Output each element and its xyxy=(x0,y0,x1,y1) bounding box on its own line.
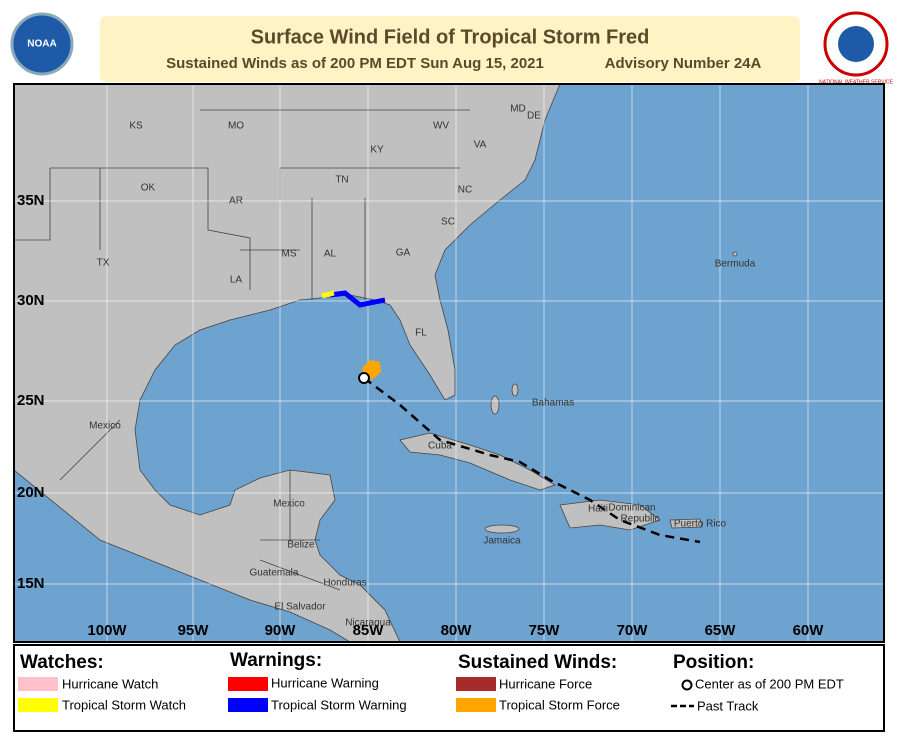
subtitle: Sustained Winds as of 200 PM EDT Sun Aug… xyxy=(166,55,544,72)
land xyxy=(13,83,738,643)
place-label: Haiti xyxy=(588,504,608,515)
longitude-label: 65W xyxy=(705,622,737,639)
longitude-label: 85W xyxy=(353,622,385,639)
swatch xyxy=(456,677,496,691)
place-label: Puerto Rico xyxy=(674,519,727,530)
noaa-text: NOAA xyxy=(27,39,56,50)
place-label: Bermuda xyxy=(715,259,756,270)
storm-center xyxy=(358,372,370,384)
place-label: TN xyxy=(335,175,348,186)
legend-item: Tropical Storm Warning xyxy=(271,697,407,712)
place-label: MO xyxy=(228,121,244,132)
cuba xyxy=(399,432,556,491)
bermuda xyxy=(732,251,738,257)
title-banner xyxy=(100,16,800,82)
longitude-label: 95W xyxy=(178,622,210,639)
place-label: MD xyxy=(510,104,526,115)
swatch xyxy=(228,698,268,712)
longitude-label: 100W xyxy=(87,622,127,639)
advisory: Advisory Number 24A xyxy=(605,55,762,72)
place-label: Jamaica xyxy=(483,536,521,547)
place-label: Mexico xyxy=(89,421,121,432)
swatch xyxy=(18,698,58,712)
legend-item: Past Track xyxy=(697,698,759,713)
legend-heading: Position: xyxy=(673,652,754,673)
bahamas xyxy=(490,395,500,415)
legend-heading: Sustained Winds: xyxy=(458,652,617,673)
place-label: SC xyxy=(441,217,455,228)
legend-item: Hurricane Warning xyxy=(271,675,379,690)
longitude-label: 80W xyxy=(441,622,473,639)
map-frame xyxy=(13,83,885,643)
labels: 35N 30N 25N 20N 15N 100W 95W 90W 85W 80W 75W 70W 65W… xyxy=(17,104,824,639)
longitude-label: 75W xyxy=(529,622,561,639)
place-label: NC xyxy=(458,185,472,196)
place-label: KS xyxy=(129,121,143,132)
latitude-label: 30N xyxy=(17,292,45,309)
place-label: TX xyxy=(97,258,110,269)
swatch xyxy=(228,677,268,691)
latitude-label: 25N xyxy=(17,392,45,409)
place-label: Mexico xyxy=(273,499,305,510)
center-symbol xyxy=(681,679,693,691)
place-label: GA xyxy=(396,248,411,259)
puerto-rico xyxy=(669,518,703,529)
place-label: MS xyxy=(282,249,297,260)
hispaniola xyxy=(559,499,661,531)
mainland xyxy=(13,83,561,643)
place-label: El Salvador xyxy=(274,602,326,613)
place-label: VA xyxy=(474,140,487,151)
past-track xyxy=(363,377,701,544)
place-label: Honduras xyxy=(323,578,366,589)
legend-item: Tropical Storm Watch xyxy=(62,697,186,712)
place-label: Nicaragua xyxy=(345,618,391,629)
legend-item: Hurricane Watch xyxy=(62,676,158,691)
place-label: FL xyxy=(415,328,427,339)
place-label: Belize xyxy=(287,540,315,551)
legend xyxy=(13,644,885,732)
legend-item: Center as of 200 PM EDT xyxy=(695,676,844,691)
place-label: DE xyxy=(527,111,541,122)
latitude-label: 35N xyxy=(17,192,45,209)
swatch xyxy=(456,698,496,712)
jamaica xyxy=(484,524,520,534)
place-label: KY xyxy=(370,145,384,156)
legend-item: Tropical Storm Force xyxy=(499,697,620,712)
bahamas xyxy=(511,383,519,397)
legend-heading: Warnings: xyxy=(230,650,322,671)
latitude-label: 15N xyxy=(17,575,45,592)
longitude-label: 90W xyxy=(265,622,297,639)
place-label: WV xyxy=(433,121,449,132)
nws-text: NATIONAL WEATHER SERVICE xyxy=(819,79,893,85)
place-label: AL xyxy=(324,249,337,260)
place-label: OK xyxy=(141,183,156,194)
place-label: Bahamas xyxy=(532,398,574,409)
latitude-label: 20N xyxy=(17,484,45,501)
place-label: LA xyxy=(230,275,243,286)
title: Surface Wind Field of Tropical Storm Fre… xyxy=(251,26,650,48)
place-label: Guatemala xyxy=(250,568,299,579)
nws-logo-inner xyxy=(838,26,874,62)
place-label: Cuba xyxy=(428,441,452,452)
place-label: Republic xyxy=(621,514,660,525)
place-label: AR xyxy=(229,196,243,207)
legend-item: Hurricane Force xyxy=(499,676,592,691)
longitude-label: 60W xyxy=(793,622,825,639)
tropical-storm-watch xyxy=(321,290,335,299)
swatch xyxy=(18,677,58,691)
legend-heading: Watches: xyxy=(20,652,104,673)
tropical-storm-warning xyxy=(329,290,386,308)
place-label: Dominican xyxy=(608,503,655,514)
longitude-label: 70W xyxy=(617,622,649,639)
noaa-logo xyxy=(10,12,74,76)
